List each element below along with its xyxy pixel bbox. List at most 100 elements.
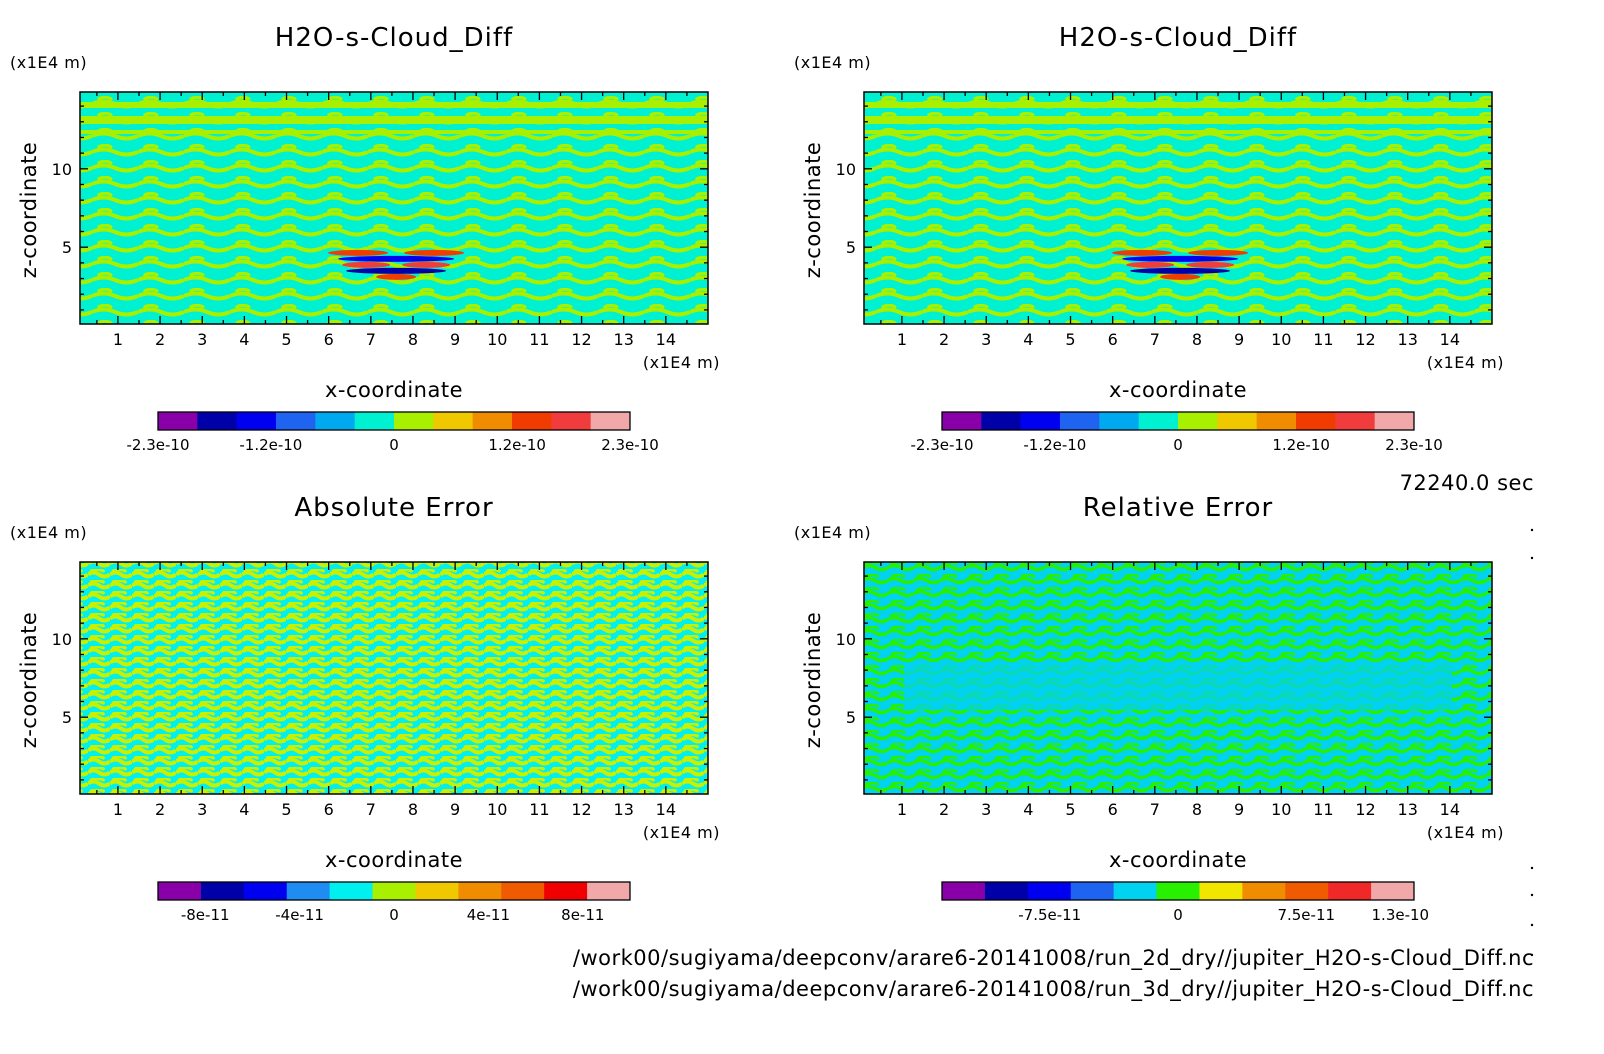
x-tick-label: 8 xyxy=(1192,800,1202,819)
colorbar-frame xyxy=(157,881,631,901)
colorbar-segment xyxy=(243,882,288,900)
field-anomaly xyxy=(402,261,451,268)
colorbar-segment xyxy=(472,412,513,430)
x-tick-label: 3 xyxy=(197,800,207,819)
colorbar-segment xyxy=(1113,882,1158,900)
colorbar-tick-label: -2.3e-10 xyxy=(911,436,974,454)
colorbar-tick-label: -8e-11 xyxy=(181,906,230,924)
colorbar-segment xyxy=(1374,412,1415,430)
x-tick-label: 14 xyxy=(1440,800,1460,819)
y-axis-label: z-coordinate xyxy=(17,142,41,279)
colorbar-segment xyxy=(415,882,459,900)
x-tick-label: 5 xyxy=(281,330,291,349)
x-tick-label: 9 xyxy=(450,800,460,819)
colorbar-segment xyxy=(433,412,474,430)
colorbar-frame xyxy=(941,881,1415,901)
colorbar-segment xyxy=(1099,412,1140,430)
x-tick-label: 1 xyxy=(113,330,123,349)
colorbar-segment xyxy=(942,882,986,900)
field-band xyxy=(864,102,1492,108)
x-tick-label: 4 xyxy=(1023,330,1033,349)
x-tick-label: 1 xyxy=(897,330,907,349)
y-tick-label: 10 xyxy=(836,160,856,179)
colorbar-frame xyxy=(941,411,1415,431)
x-tick-label: 12 xyxy=(1355,330,1375,349)
x-tick-label: 7 xyxy=(366,330,376,349)
colorbar-segment xyxy=(587,882,631,900)
colorbar-segment xyxy=(197,412,238,430)
colorbar-segment xyxy=(286,882,331,900)
y-unit-label: (x1E4 m) xyxy=(794,53,871,72)
colorbar-tick-label: 0 xyxy=(389,906,399,924)
colorbar-segment xyxy=(158,882,202,900)
colorbar-segment xyxy=(394,412,434,430)
file-path-label: /work00/sugiyama/deepconv/arare6-2014100… xyxy=(573,977,1534,1002)
field-anomaly xyxy=(328,249,389,256)
y-axis-label: z-coordinate xyxy=(801,612,825,749)
x-tick-label: 3 xyxy=(981,330,991,349)
stray-dot xyxy=(1530,556,1534,560)
x-tick-label: 2 xyxy=(939,800,949,819)
x-unit-label: (x1E4 m) xyxy=(1427,353,1504,372)
colorbar-segment xyxy=(1020,412,1061,430)
colorbar-segment xyxy=(1256,412,1297,430)
file-path-label: /work00/sugiyama/deepconv/arare6-2014100… xyxy=(573,946,1534,971)
x-tick-label: 7 xyxy=(1150,330,1160,349)
colorbar-segment xyxy=(315,412,356,430)
x-tick-label: 10 xyxy=(487,800,507,819)
field-band xyxy=(904,661,1452,710)
panel-1: H2O-s-Cloud_Diff(x1E4 m)1 2 3 4 5 6 7 8 9 10 11 12 1… xyxy=(10,23,720,454)
field-anomaly xyxy=(1160,273,1201,280)
plot-frame xyxy=(79,91,709,325)
x-tick-label: 2 xyxy=(939,330,949,349)
colorbar-segment xyxy=(1060,412,1100,430)
colorbar-tick-label: 0 xyxy=(1173,436,1183,454)
colorbar-tick-label: -7.5e-11 xyxy=(1018,906,1081,924)
field-anomaly xyxy=(1126,261,1175,268)
x-tick-label: 3 xyxy=(197,330,207,349)
colorbar-tick-label: 0 xyxy=(1173,906,1183,924)
panel-title: H2O-s-Cloud_Diff xyxy=(275,23,513,53)
y-unit-label: (x1E4 m) xyxy=(794,523,871,542)
colorbar-segment xyxy=(1242,882,1286,900)
colorbar-tick-label: -1.2e-10 xyxy=(239,436,302,454)
x-axis-label: x-coordinate xyxy=(325,378,463,402)
x-tick-label: 5 xyxy=(281,800,291,819)
colorbar-tick-label: -4e-11 xyxy=(275,906,324,924)
y-tick-label: 10 xyxy=(836,630,856,649)
colorbar-segment xyxy=(1335,412,1376,430)
colorbar-tick-label: 4e-11 xyxy=(467,906,510,924)
y-unit-label: (x1E4 m) xyxy=(10,53,87,72)
x-tick-label: 12 xyxy=(571,800,591,819)
plot-frame xyxy=(79,561,709,795)
field-band xyxy=(80,102,708,108)
y-tick-label: 10 xyxy=(52,160,72,179)
x-tick-label: 4 xyxy=(239,800,249,819)
colorbar-segment xyxy=(501,882,545,900)
field-band xyxy=(80,116,708,124)
x-unit-label: (x1E4 m) xyxy=(643,823,720,842)
x-tick-label: 4 xyxy=(239,330,249,349)
x-tick-label: 10 xyxy=(1271,330,1291,349)
y-tick-label: 5 xyxy=(846,238,856,257)
x-tick-label: 14 xyxy=(1440,330,1460,349)
colorbar-segment xyxy=(1328,882,1372,900)
x-tick-label: 3 xyxy=(981,800,991,819)
field-anomaly xyxy=(1112,249,1173,256)
colorbar-tick-label: 1.2e-10 xyxy=(488,436,546,454)
plot-frame xyxy=(863,91,1493,325)
y-axis-label: z-coordinate xyxy=(801,142,825,279)
colorbar-segment xyxy=(1178,412,1218,430)
y-tick-label: 5 xyxy=(846,708,856,727)
x-tick-label: 4 xyxy=(1023,800,1033,819)
colorbar-segment xyxy=(1217,412,1258,430)
x-tick-label: 6 xyxy=(324,330,334,349)
field-anomaly xyxy=(1186,261,1235,268)
field-plot xyxy=(80,562,708,794)
x-tick-label: 11 xyxy=(1313,800,1333,819)
colorbar-segment xyxy=(984,882,1029,900)
field-plot xyxy=(864,92,1492,324)
colorbar-segment xyxy=(158,412,198,430)
x-axis-label: x-coordinate xyxy=(325,848,463,872)
x-unit-label: (x1E4 m) xyxy=(1427,823,1504,842)
